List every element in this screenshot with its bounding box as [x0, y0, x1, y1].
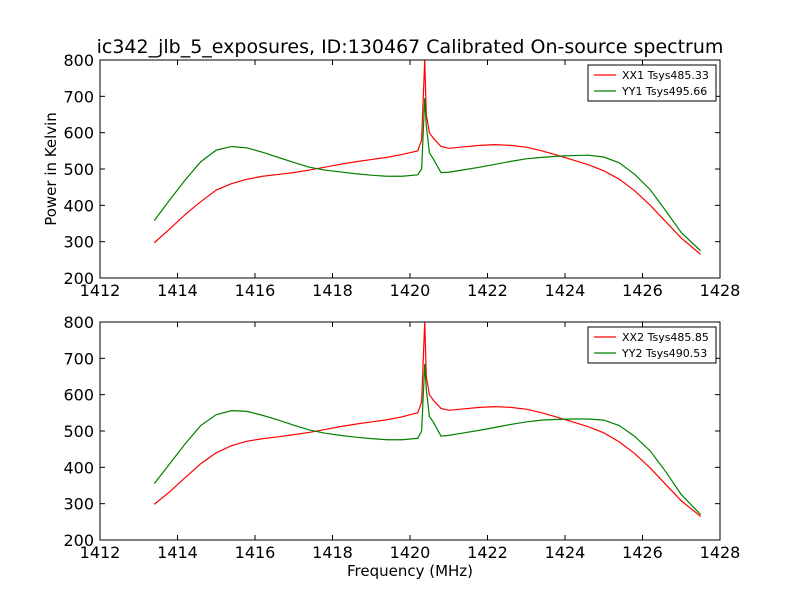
series-line-yy2	[153, 363, 702, 515]
y-tick-label: 400	[63, 458, 94, 477]
legend-label: XX2 Tsys485.85	[622, 331, 709, 344]
x-tick-label: 1424	[545, 543, 586, 562]
y-tick-label: 600	[63, 386, 94, 405]
x-tick-label: 1412	[80, 281, 121, 300]
x-tick-label: 1420	[390, 543, 431, 562]
x-tick-label: 1412	[80, 543, 121, 562]
y-tick-label: 500	[63, 160, 94, 179]
legend: XX1 Tsys485.33 YY1 Tsys495.66	[587, 64, 717, 102]
x-tick-label: 1420	[390, 281, 431, 300]
x-tick-label: 1422	[467, 281, 508, 300]
legend-box	[587, 64, 717, 102]
x-tick-label: 1416	[235, 281, 276, 300]
y-tick-label: 700	[63, 87, 94, 106]
y-tick-label: 800	[63, 51, 94, 70]
x-tick-label: 1414	[157, 281, 198, 300]
series-line-xx1	[153, 60, 702, 255]
legend-label: YY1 Tsys495.66	[621, 85, 707, 98]
y-tick-label: 500	[63, 422, 94, 441]
x-axis-label: Frequency (MHz)	[347, 562, 473, 580]
series-line-yy1	[153, 98, 702, 252]
y-tick-label: 600	[63, 124, 94, 143]
figure-title: ic342_jlb_5_exposures, ID:130467 Calibra…	[97, 36, 724, 58]
x-tick-label: 1426	[622, 281, 663, 300]
x-tick-label: 1418	[312, 281, 353, 300]
legend-label: XX1 Tsys485.33	[622, 69, 709, 82]
x-tick-label: 1418	[312, 543, 353, 562]
y-tick-label: 200	[63, 531, 94, 550]
y-tick-label: 700	[63, 349, 94, 368]
series-line-xx2	[153, 322, 702, 517]
x-tick-label: 1414	[157, 543, 198, 562]
y-tick-label: 200	[63, 269, 94, 288]
bottom-plot-panel: 1412 1414 1416 1418 1420 1422 1424 1426 1428 200 3…	[63, 313, 740, 580]
x-tick-label: 1422	[467, 543, 508, 562]
y-tick-label: 400	[63, 196, 94, 215]
y-tick-label: 800	[63, 313, 94, 332]
x-tick-label: 1426	[622, 543, 663, 562]
legend-box	[587, 326, 717, 364]
legend: XX2 Tsys485.85 YY2 Tsys490.53	[587, 326, 717, 364]
x-tick-label: 1428	[700, 543, 741, 562]
y-tick-label: 300	[63, 233, 94, 252]
x-tick-label: 1416	[235, 543, 276, 562]
x-tick-label: 1428	[700, 281, 741, 300]
y-axis-label: Power in Kelvin	[42, 112, 60, 226]
top-plot-panel: 1412 1414 1416 1418 1420 1422 1424 1426 1428 200 3…	[42, 51, 740, 300]
x-tick-label: 1424	[545, 281, 586, 300]
legend-label: YY2 Tsys490.53	[621, 347, 707, 360]
y-tick-label: 300	[63, 495, 94, 514]
